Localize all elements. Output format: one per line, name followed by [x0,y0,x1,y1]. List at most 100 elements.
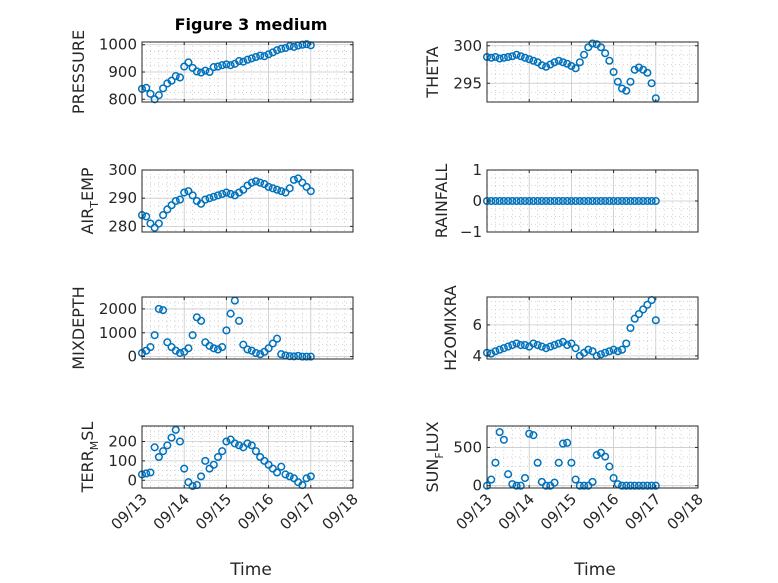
y-axis-label: THETA [423,46,442,98]
data-point [499,435,508,444]
data-point [495,54,504,63]
x-axis-label-left: Time [229,560,272,580]
data-point [289,42,298,51]
data-point [251,447,260,456]
data-point [159,211,168,220]
data-point [146,343,155,352]
data-point [520,53,530,62]
data-point [268,184,277,193]
data-point [520,196,530,206]
data-point [167,76,176,85]
data-point [289,352,298,361]
data-point [647,196,656,206]
y-tick-label: 295 [453,74,482,92]
data-point [272,185,282,194]
data-point [529,339,538,348]
data-point [281,470,290,479]
x-tick-label: 09/13 [453,490,496,533]
data-point [298,178,307,187]
data-point [626,196,635,206]
data-point [617,84,627,93]
data-point [554,339,563,348]
data-point [550,58,559,67]
data-point [264,344,273,353]
data-point [495,196,504,206]
data-point [567,339,576,348]
data-point [605,56,614,65]
data-point [563,59,572,68]
y-tick-label: 6 [472,316,482,334]
data-point [533,196,542,206]
axes-box [141,169,354,233]
data-point [154,219,163,228]
plot-area [142,297,353,359]
data-point [154,452,163,462]
axes-box [486,296,699,360]
data-point [609,67,618,77]
y-tick-label: 2000 [99,300,137,318]
data-point [142,469,151,478]
data-point [235,316,244,325]
data-point [281,43,290,53]
data-point [512,196,521,206]
y-axis-label: H2OMIXRA [441,285,460,371]
y-axis-label: TERRMSL [78,422,101,494]
data-point [639,196,648,206]
data-point [542,344,551,353]
plot-area [142,426,353,488]
data-point [146,89,155,98]
data-point [651,196,660,206]
y-axis-label-main: MIXDEPTH [69,286,88,369]
data-point [525,429,534,438]
data-point [188,191,197,200]
data-point [504,196,513,206]
data-point [499,53,508,62]
data-point [617,196,627,206]
data-point [264,50,273,59]
data-point [260,52,269,61]
y-tick-label: 0 [472,477,482,495]
data-point [596,350,605,359]
x-tick-label: 09/15 [537,490,580,533]
data-point [563,438,572,447]
data-point [537,61,546,70]
data-point [205,341,214,350]
data-point [651,316,660,325]
data-point [487,349,496,358]
data-point [142,212,151,221]
data-point [277,462,286,471]
x-tick-label: 09/18 [664,490,707,533]
data-point [218,343,227,352]
data-point [516,481,525,490]
data-point [520,341,530,350]
data-point [605,347,614,356]
data-point [617,345,627,354]
data-point [601,196,610,206]
x-tick-label: 09/16 [579,490,622,533]
y-axis-label: MIXDEPTH [69,286,88,369]
data-point [209,63,218,72]
y-tick-label: 4 [472,347,482,365]
data-point [209,460,218,469]
data-point [142,83,151,92]
data-point [230,439,239,448]
data-point [529,431,538,440]
data-point [306,187,315,196]
data-point [567,61,576,71]
data-point [508,480,517,489]
data-point [226,309,235,318]
data-point [235,57,244,66]
data-series [482,428,660,490]
data-point [289,175,298,184]
data-point [201,66,210,75]
data-point [550,196,559,206]
data-point [243,55,252,64]
data-point [239,185,248,194]
data-point [643,196,652,206]
data-point [150,331,159,340]
data-point [213,452,223,462]
data-point [546,196,555,206]
data-point [201,456,210,465]
subplot-mixdepth: 0 1000 2000 MIXDEPTH [69,286,354,370]
